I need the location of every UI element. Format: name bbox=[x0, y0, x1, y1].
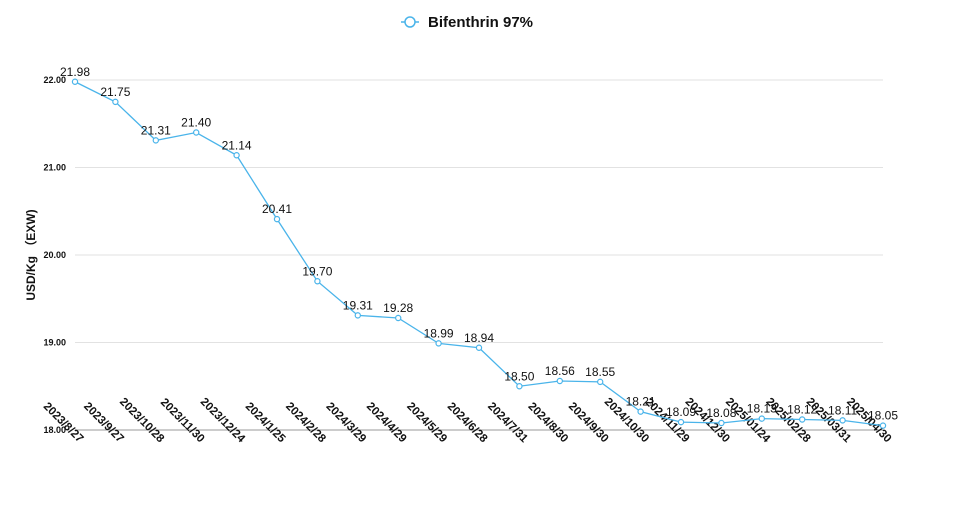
data-point bbox=[718, 419, 725, 427]
y-tick-label: 18.00 bbox=[43, 425, 66, 435]
data-label: 21.14 bbox=[222, 138, 252, 152]
data-label: 21.98 bbox=[60, 65, 90, 79]
data-label: 19.28 bbox=[383, 301, 413, 315]
y-tick-label: 22.00 bbox=[43, 75, 66, 85]
x-tick-label: 2024/6/28 bbox=[445, 400, 490, 445]
x-tick-label: 2024/8/30 bbox=[525, 400, 570, 445]
data-label: 21.40 bbox=[181, 116, 211, 130]
data-label: 18.08 bbox=[706, 406, 736, 420]
data-label: 18.11 bbox=[828, 403, 857, 417]
data-point bbox=[597, 378, 604, 386]
data-point bbox=[435, 340, 442, 347]
x-tick-label: 2023/8/27 bbox=[41, 400, 86, 445]
gridlines bbox=[75, 79, 883, 431]
data-label: 18.94 bbox=[464, 331, 494, 345]
data-label: 18.50 bbox=[504, 369, 534, 383]
y-tick-label: 19.00 bbox=[43, 338, 66, 348]
data-point bbox=[395, 314, 402, 322]
data-label: 18.21 bbox=[626, 395, 656, 409]
x-tick-label: 2024/9/30 bbox=[566, 400, 611, 445]
x-tick-label: 2024/2/28 bbox=[283, 400, 328, 445]
data-point bbox=[677, 418, 685, 426]
data-point bbox=[233, 152, 240, 159]
data-point bbox=[354, 312, 361, 319]
plot-area: 21.98 21.75 21.31 21.40 21.14 20.41 19.70 19.31… bbox=[60, 65, 898, 429]
data-point bbox=[71, 78, 79, 85]
data-point bbox=[192, 129, 200, 136]
data-label: 21.75 bbox=[100, 85, 130, 99]
x-tick-label: 2024/7/31 bbox=[485, 400, 530, 445]
data-label: 18.13 bbox=[747, 402, 777, 416]
data-point bbox=[879, 422, 887, 429]
data-point bbox=[273, 215, 281, 223]
data-point bbox=[475, 344, 483, 351]
data-label: 19.70 bbox=[302, 264, 332, 278]
data-label: 18.12 bbox=[787, 403, 817, 417]
legend-label: Bifenthrin 97% bbox=[428, 14, 533, 31]
x-tick-label: 2023/9/27 bbox=[81, 400, 126, 445]
data-label: 21.31 bbox=[141, 123, 171, 137]
legend: Bifenthrin 97% bbox=[401, 14, 533, 31]
x-tick-label: 2024/1/25 bbox=[243, 400, 288, 445]
data-point bbox=[839, 417, 846, 424]
data-label: 18.55 bbox=[585, 365, 615, 379]
data-label: 18.05 bbox=[868, 409, 898, 423]
x-tick-label: 2023/12/24 bbox=[198, 396, 248, 446]
y-tick-label: 21.00 bbox=[43, 163, 66, 173]
data-point bbox=[152, 137, 159, 144]
data-label: 19.31 bbox=[343, 298, 373, 312]
x-tick-label: 2024/3/29 bbox=[323, 400, 368, 445]
data-point bbox=[799, 416, 806, 423]
data-point bbox=[758, 415, 766, 422]
y-tick-label: 20.00 bbox=[43, 250, 66, 260]
data-point bbox=[314, 278, 321, 285]
x-tick-label: 2024/5/29 bbox=[404, 400, 449, 445]
data-point bbox=[637, 408, 644, 415]
data-label: 18.56 bbox=[545, 364, 575, 378]
y-axis-ticks: 18.00 19.00 20.00 21.00 22.00 bbox=[43, 75, 66, 435]
data-label: 20.41 bbox=[262, 202, 292, 216]
data-label: 18.99 bbox=[424, 326, 454, 340]
x-tick-label: 2024/4/29 bbox=[364, 400, 409, 445]
data-point bbox=[556, 377, 564, 385]
y-axis-label: USD/Kg （EXW) bbox=[23, 209, 38, 300]
data-point bbox=[112, 98, 119, 106]
data-label: 18.09 bbox=[666, 405, 696, 419]
data-point bbox=[516, 383, 523, 390]
legend-marker-swatch bbox=[404, 16, 416, 28]
